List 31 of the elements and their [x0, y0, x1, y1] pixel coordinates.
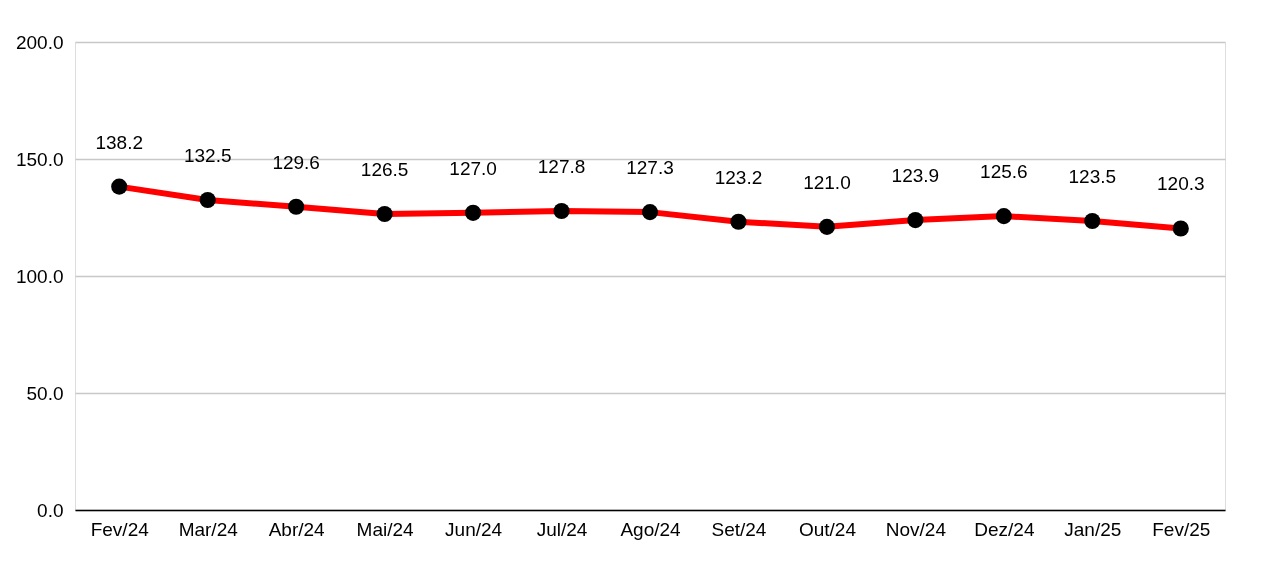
data-label: 123.9	[891, 165, 940, 187]
data-label: 138.2	[95, 131, 143, 153]
data-label: 126.5	[360, 158, 409, 180]
data-label: 127.8	[537, 155, 586, 177]
y-tick-label: 150.0	[15, 148, 64, 170]
x-tick-label: Mai/24	[356, 518, 415, 540]
y-tick-label: 50.0	[26, 382, 64, 404]
data-label: 125.6	[980, 161, 1028, 183]
data-label: 127.3	[626, 157, 674, 179]
x-tick-label: Set/24	[711, 518, 767, 540]
y-tick-label: 200.0	[15, 31, 64, 53]
x-tick-label: Dez/24	[974, 518, 1035, 540]
data-label: 123.5	[1068, 166, 1117, 188]
x-tick-label: Nov/24	[885, 518, 947, 540]
data-label: 123.2	[714, 166, 763, 188]
x-tick-label: Jul/24	[536, 518, 588, 540]
x-tick-label: Abr/24	[268, 518, 326, 540]
x-tick-label: Jun/24	[445, 518, 503, 540]
x-tick-label: Mar/24	[178, 518, 239, 540]
data-label: 127.0	[449, 157, 497, 179]
x-tick-label: Fev/25	[1152, 518, 1211, 540]
data-label: 121.0	[803, 171, 851, 193]
y-tick-label: 0.0	[37, 499, 64, 521]
x-tick-label: Out/24	[798, 518, 857, 540]
data-label: 129.6	[272, 151, 320, 173]
data-label: 120.3	[1157, 173, 1205, 195]
x-tick-label: Fev/24	[90, 518, 150, 540]
data-label: 132.5	[183, 144, 232, 166]
x-tick-label: Jan/25	[1064, 518, 1122, 540]
y-tick-label: 100.0	[15, 265, 64, 287]
x-tick-label: Ago/24	[620, 518, 682, 540]
